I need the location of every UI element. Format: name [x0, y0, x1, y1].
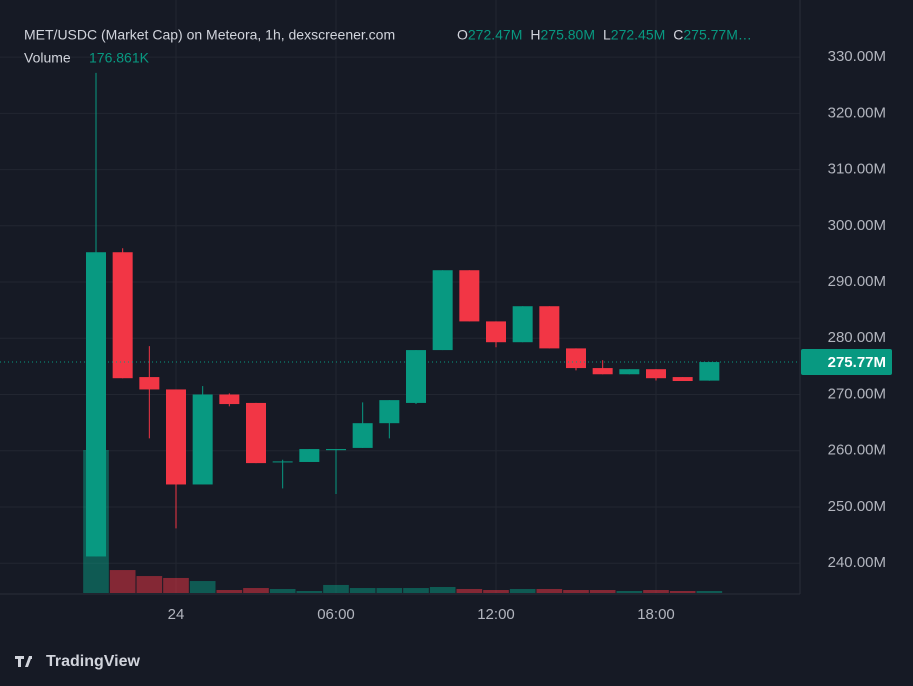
x-tick-label: 12:00	[477, 606, 515, 623]
volume-bar	[189, 581, 216, 593]
logo: TradingView	[15, 653, 141, 670]
volume-bar	[563, 590, 589, 593]
legend-value: 275.80M	[541, 27, 595, 43]
candle-body	[699, 362, 720, 381]
y-tick-label: 310.00M	[828, 161, 886, 178]
candle-body	[272, 461, 293, 463]
candle-body	[86, 252, 106, 557]
y-tick-label: 270.00M	[828, 385, 886, 402]
volume-bar	[216, 590, 243, 593]
legend-value: 275.77M…	[683, 27, 751, 43]
y-tick-label: 260.00M	[828, 442, 886, 459]
volume-bar	[349, 588, 376, 593]
volume-bar	[589, 590, 616, 593]
candle-body	[432, 270, 453, 351]
y-tick-label: 300.00M	[828, 217, 886, 234]
candle-body	[246, 402, 266, 464]
volume-bar	[669, 590, 696, 593]
volume-bar	[483, 590, 509, 593]
candle-body	[619, 369, 640, 375]
candle-body	[326, 449, 346, 451]
candle-body	[459, 270, 480, 322]
candle-body	[566, 348, 586, 369]
volume-bar	[536, 588, 563, 593]
y-tick-label: 280.00M	[828, 329, 886, 346]
volume-bar	[376, 588, 403, 593]
x-tick-label: 06:00	[317, 606, 355, 623]
candle-body	[539, 306, 560, 349]
candle-body	[512, 306, 533, 343]
volume-bar	[403, 588, 429, 593]
candle-body	[299, 449, 320, 462]
candle-body	[139, 377, 160, 390]
candle-body	[192, 394, 213, 485]
volume-value: 176.861K	[89, 50, 150, 66]
volume-bar	[509, 588, 536, 593]
volume-bar	[696, 591, 723, 593]
y-tick-label: 320.00M	[828, 104, 886, 121]
ohlc-legend: O 272.47M H 275.80M L 272.45M C 275.77M…	[457, 27, 752, 43]
volume-bar	[296, 590, 323, 593]
volume-bar	[163, 577, 189, 593]
legend-key: H	[530, 27, 540, 43]
x-tick-label: 18:00	[637, 606, 675, 623]
volume-bar	[323, 584, 349, 593]
volume-bar	[429, 587, 456, 593]
candle-body	[112, 252, 133, 379]
legend-key: L	[603, 27, 611, 43]
volume-title: Volume	[24, 50, 71, 66]
y-tick-label: 250.00M	[828, 498, 886, 515]
candle-body	[379, 400, 400, 424]
legend-value: 272.47M	[468, 27, 522, 43]
legend-key: C	[673, 27, 683, 43]
chart-title: MET/USDC (Market Cap) on Meteora, 1h, de…	[24, 27, 395, 43]
candle-body	[592, 368, 613, 375]
candle-body	[406, 350, 426, 403]
y-tick-label: 290.00M	[828, 273, 886, 290]
candle-body	[219, 394, 240, 405]
volume-bar	[269, 588, 296, 593]
candle-body	[486, 321, 506, 343]
candles	[86, 72, 720, 557]
last-price-badge	[801, 349, 892, 376]
volume-bar	[243, 588, 269, 593]
candle-body	[672, 377, 693, 382]
brand: TradingView	[46, 653, 141, 670]
y-tick-label: 240.00M	[828, 554, 886, 571]
volume-bar	[109, 570, 136, 593]
legend-value: 272.45M	[611, 27, 665, 43]
last-price-label: 275.77M	[828, 354, 886, 371]
volume-bar	[643, 590, 669, 593]
candle-body	[166, 389, 186, 485]
logo-icon	[15, 656, 32, 667]
candle-body	[352, 423, 373, 448]
volume-bar	[616, 590, 643, 593]
candle-body	[646, 369, 666, 379]
legend-key: O	[457, 27, 468, 43]
x-tick-label: 24	[168, 606, 185, 623]
volume-bar	[136, 576, 163, 593]
y-tick-label: 330.00M	[828, 48, 886, 65]
volume-bar	[456, 588, 483, 593]
